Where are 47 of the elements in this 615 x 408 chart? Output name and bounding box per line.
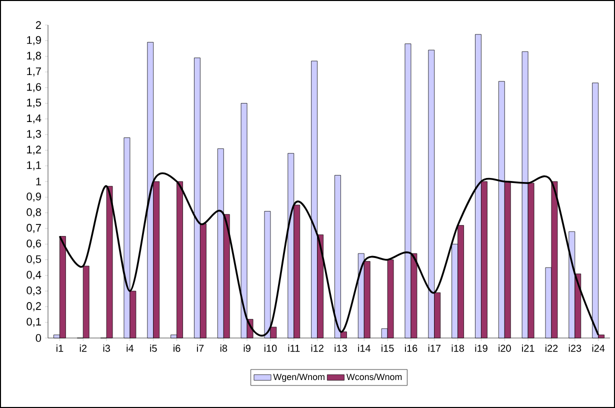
y-tick-label: 1,4 bbox=[27, 114, 42, 124]
y-tick-label: 1,6 bbox=[27, 83, 42, 92]
y-tick-label: 0,5 bbox=[26, 255, 42, 264]
y-tick-label: 0,2 bbox=[26, 302, 41, 312]
y-tick-label: 0,9 bbox=[26, 192, 41, 202]
x-tick-label: i21 bbox=[522, 344, 534, 352]
y-tick-label: 1,9 bbox=[27, 36, 41, 46]
x-tick-label: i14 bbox=[358, 344, 370, 352]
y-tick-label: 1 bbox=[36, 178, 41, 186]
x-tick-label: i9 bbox=[244, 344, 250, 352]
x-tick-label: i8 bbox=[220, 344, 228, 352]
y-tick-label: 1,3 bbox=[27, 130, 42, 140]
y-tick-label: 0,1 bbox=[26, 318, 41, 327]
y-tick-label: 0,8 bbox=[26, 208, 42, 218]
x-tick-label: i24 bbox=[592, 344, 605, 352]
x-tick-label: i3 bbox=[103, 344, 110, 352]
y-tick-label: 1,8 bbox=[27, 52, 42, 61]
x-tick-label: i17 bbox=[428, 344, 441, 352]
x-tick-label: i22 bbox=[545, 344, 558, 352]
x-tick-label: i6 bbox=[174, 344, 180, 352]
x-tick-label: i23 bbox=[568, 344, 582, 352]
y-tick-label: 1,5 bbox=[27, 98, 42, 108]
y-tick-label: 1,2 bbox=[27, 146, 41, 155]
x-tick-label: i18 bbox=[452, 344, 464, 352]
x-tick-label: i4 bbox=[126, 344, 134, 352]
y-tick-label: 0,4 bbox=[26, 270, 42, 280]
x-tick-label: i19 bbox=[475, 344, 488, 352]
x-tick-label: i2 bbox=[80, 344, 87, 352]
x-tick-label: i12 bbox=[311, 344, 324, 352]
y-tick-label: 0 bbox=[36, 334, 42, 342]
x-tick-label: i13 bbox=[334, 344, 347, 352]
legend-label: Wcons/Wnom bbox=[346, 373, 402, 380]
x-tick-label: i7 bbox=[197, 344, 204, 352]
y-tick-label: 2 bbox=[36, 21, 41, 29]
x-tick-label: i10 bbox=[264, 344, 277, 352]
x-tick-label: i15 bbox=[382, 344, 394, 352]
x-tick-label: i1 bbox=[56, 344, 64, 352]
y-tick-label: 0,3 bbox=[26, 286, 42, 296]
y-tick-label: 1,1 bbox=[27, 161, 41, 170]
x-tick-label: i20 bbox=[498, 344, 511, 352]
y-tick-label: 0,6 bbox=[26, 240, 42, 249]
x-tick-label: i5 bbox=[150, 344, 157, 352]
legend-label: Wgen/Wnom bbox=[273, 373, 324, 382]
x-tick-label: i11 bbox=[288, 344, 300, 352]
y-tick-label: 0,7 bbox=[26, 224, 41, 233]
x-tick-label: i16 bbox=[404, 344, 418, 352]
y-tick-label: 1,7 bbox=[27, 67, 41, 76]
